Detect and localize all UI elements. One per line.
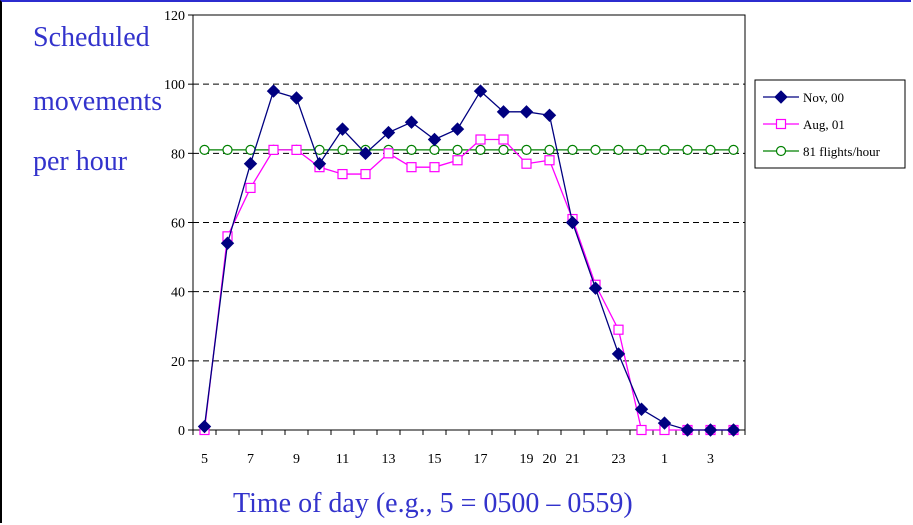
x-tick-label-1: 1 [661, 452, 668, 467]
data-point [682, 144, 693, 155]
data-point [496, 105, 511, 119]
x-tick-label-7: 7 [247, 452, 254, 467]
data-point [220, 236, 235, 250]
data-point [383, 148, 394, 159]
data-point [705, 144, 716, 155]
y-axis-label-line-1: Scheduled [33, 22, 150, 53]
data-point [565, 215, 580, 230]
data-point [268, 144, 279, 155]
y-tick-label-120: 120 [164, 9, 185, 24]
data-point [728, 144, 739, 155]
data-point [659, 144, 670, 155]
data-point [613, 324, 624, 335]
y-axis-label-line-3: per hour [33, 146, 128, 177]
data-point [335, 122, 350, 136]
data-point [634, 402, 649, 416]
data-point [337, 144, 348, 155]
data-point [450, 122, 465, 136]
data-point [498, 144, 509, 155]
data-point [289, 91, 304, 105]
data-point [243, 157, 258, 171]
legend-label-2: 81 flights/hour [803, 144, 881, 159]
data-point [452, 155, 463, 166]
legend: Nov, 00 Aug, 01 81 flights/hour [754, 79, 906, 169]
x-tick-label-17: 17 [474, 452, 488, 467]
data-point [521, 158, 532, 169]
data-point [590, 144, 601, 155]
data-point [429, 144, 440, 155]
data-point [475, 144, 486, 155]
y-tick-label-100: 100 [164, 78, 185, 93]
data-point [406, 162, 417, 173]
data-point [404, 115, 419, 129]
data-point [542, 108, 557, 122]
data-point [613, 144, 624, 155]
data-point [452, 144, 463, 155]
data-point [475, 134, 486, 145]
data-point [726, 423, 741, 437]
x-axis-ticks: 5 7 9 11 13 15 17 19 20 21 23 1 3 [192, 430, 746, 467]
series-0 [197, 84, 741, 437]
data-point [588, 281, 603, 295]
x-tick-label-21: 21 [566, 452, 580, 467]
data-point [429, 162, 440, 173]
data-point [266, 84, 281, 98]
y-tick-label-20: 20 [171, 355, 185, 370]
series-line-0 [203, 90, 734, 431]
x-tick-label-15: 15 [428, 452, 442, 467]
legend-marker-0 [774, 90, 788, 104]
x-tick-label-13: 13 [382, 452, 396, 467]
legend-label-0: Nov, 00 [803, 90, 844, 105]
data-point [611, 347, 626, 361]
series-1 [199, 134, 739, 436]
data-point [337, 168, 348, 180]
data-point [312, 157, 327, 171]
data-point [521, 144, 532, 155]
data-point [680, 423, 695, 437]
x-tick-label-3: 3 [707, 452, 714, 467]
data-point [498, 134, 509, 145]
x-tick-label-9: 9 [293, 452, 300, 467]
data-point [703, 423, 718, 437]
series-group [197, 84, 741, 437]
data-point [427, 132, 442, 147]
data-point [544, 144, 555, 155]
y-axis-label-line-2: movements [33, 86, 163, 117]
series-line-1 [203, 138, 734, 431]
x-tick-label-11: 11 [336, 452, 349, 467]
y-axis-ticks: 0 20 40 60 80 100 120 [164, 9, 193, 439]
data-point [519, 105, 534, 119]
data-point [406, 144, 417, 155]
x-tick-label-23: 23 [612, 452, 626, 467]
data-point [291, 144, 302, 155]
legend-label-1: Aug, 01 [803, 117, 845, 132]
data-point [636, 424, 647, 436]
legend-marker-2 [775, 145, 787, 157]
data-point [657, 416, 672, 430]
data-point [358, 146, 373, 161]
data-point [567, 144, 578, 155]
data-point [222, 144, 233, 155]
data-point [197, 419, 212, 434]
x-tick-label-19: 19 [520, 452, 534, 467]
data-point [360, 168, 371, 180]
data-point [636, 144, 647, 155]
data-point [544, 155, 555, 166]
y-tick-label-60: 60 [171, 217, 185, 232]
x-tick-label-20: 20 [543, 452, 557, 467]
data-point [245, 182, 256, 194]
y-tick-label-0: 0 [178, 424, 185, 439]
data-point [199, 144, 210, 155]
x-axis-label: Time of day (e.g., 5 = 0500 – 0559) [233, 488, 633, 519]
x-tick-label-5: 5 [201, 452, 208, 467]
legend-marker-1 [775, 118, 787, 130]
data-point [473, 84, 488, 98]
gridlines [193, 83, 745, 362]
y-tick-label-40: 40 [171, 286, 185, 301]
data-point [381, 125, 396, 140]
y-tick-label-80: 80 [171, 147, 185, 162]
